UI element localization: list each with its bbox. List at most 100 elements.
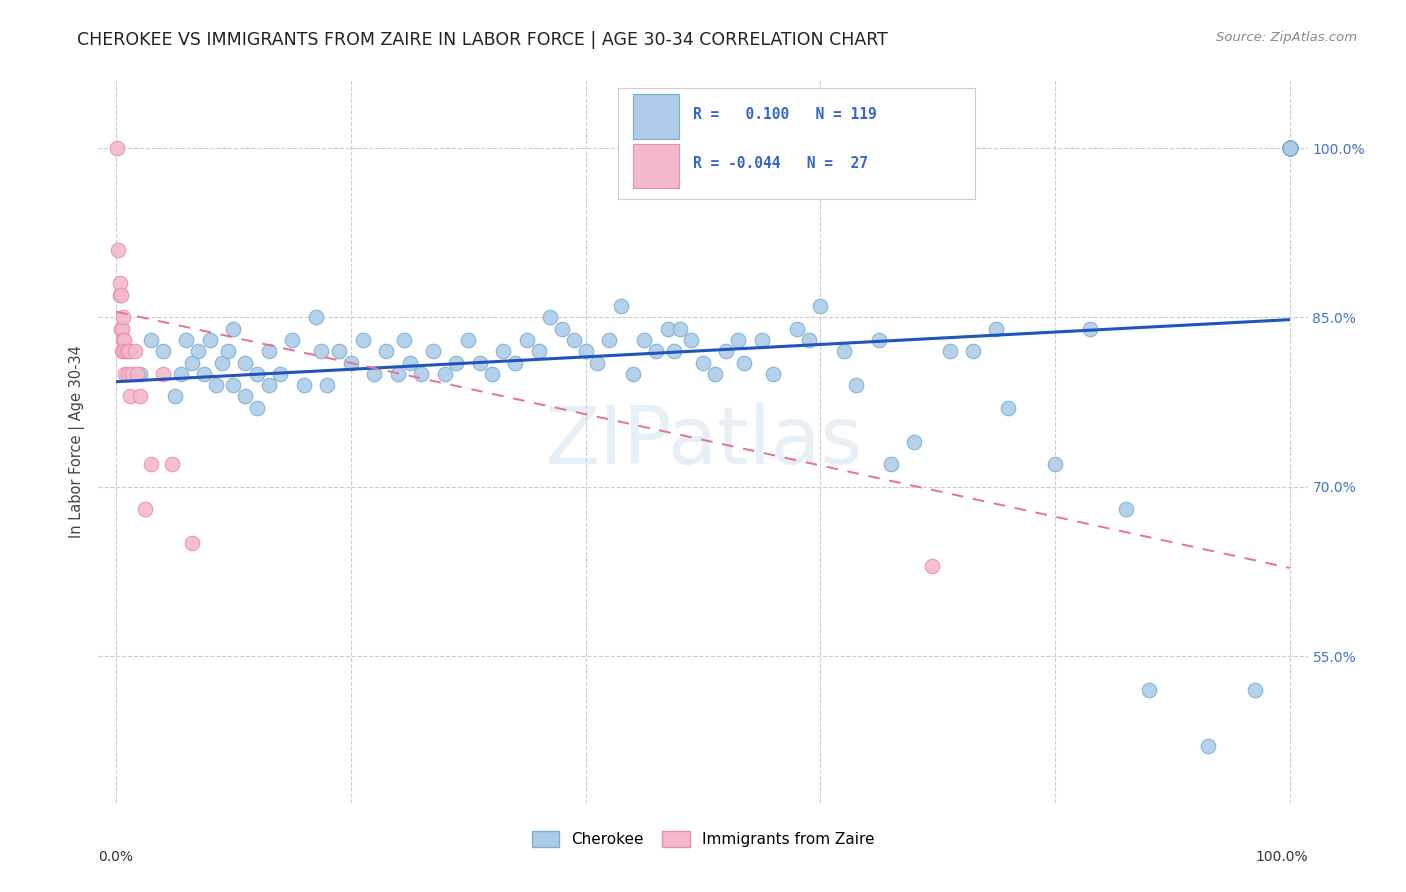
Point (903, 434, 925, 449)
Point (152, 367, 174, 381)
Point (1278, 141, 1301, 155)
Point (457, 333, 479, 347)
Point (1278, 141, 1301, 155)
Point (411, 367, 433, 381)
Point (1043, 457, 1066, 471)
Point (1278, 141, 1301, 155)
Point (187, 344, 209, 359)
Y-axis label: In Labor Force | Age 30-34: In Labor Force | Age 30-34 (69, 345, 86, 538)
Point (751, 333, 773, 347)
Point (1278, 141, 1301, 155)
Point (108, 277, 131, 291)
Point (645, 344, 668, 359)
Point (120, 389, 142, 403)
Point (527, 344, 550, 359)
Point (433, 367, 456, 381)
Point (1278, 141, 1301, 155)
Text: R =   0.100   N = 119: R = 0.100 N = 119 (693, 107, 877, 122)
Text: R = -0.044   N =  27: R = -0.044 N = 27 (693, 156, 869, 171)
Point (124, 344, 146, 359)
Point (692, 355, 714, 369)
Point (997, 401, 1019, 415)
Point (880, 457, 903, 471)
Point (1278, 141, 1301, 155)
Point (938, 344, 960, 359)
Point (668, 321, 690, 335)
Point (1278, 141, 1301, 155)
Point (786, 321, 808, 335)
Point (1278, 141, 1301, 155)
Text: 100.0%: 100.0% (1256, 850, 1308, 863)
Point (112, 333, 135, 347)
Point (127, 367, 149, 381)
Point (204, 378, 226, 392)
Point (141, 333, 163, 347)
Point (1278, 141, 1301, 155)
Point (1278, 141, 1301, 155)
Point (1278, 141, 1301, 155)
Point (162, 457, 184, 471)
Point (1278, 141, 1301, 155)
Point (198, 333, 221, 347)
Point (118, 344, 141, 359)
Point (610, 299, 633, 313)
Point (311, 344, 333, 359)
Point (392, 333, 415, 347)
Point (575, 344, 598, 359)
Point (398, 355, 420, 369)
Point (868, 333, 890, 347)
Point (1278, 141, 1301, 155)
Bar (633, 95, 679, 139)
Point (598, 333, 620, 347)
Point (233, 355, 256, 369)
Point (169, 367, 191, 381)
Point (921, 558, 943, 573)
Point (181, 536, 204, 550)
Point (621, 367, 644, 381)
Point (128, 367, 150, 381)
Point (387, 367, 409, 381)
Point (1115, 502, 1137, 516)
Point (986, 321, 1008, 335)
Point (503, 355, 526, 369)
Point (217, 344, 239, 359)
Point (117, 367, 139, 381)
Point (762, 367, 785, 381)
Point (562, 333, 585, 347)
Point (492, 344, 515, 359)
Point (1278, 141, 1301, 155)
Point (316, 378, 339, 392)
Point (1278, 141, 1301, 155)
Point (1278, 141, 1301, 155)
FancyBboxPatch shape (619, 87, 976, 200)
Point (114, 367, 136, 381)
Point (375, 344, 398, 359)
Point (112, 333, 135, 347)
Point (1278, 141, 1301, 155)
Point (193, 367, 215, 381)
Bar (633, 144, 679, 188)
Point (115, 344, 138, 359)
Point (1080, 321, 1102, 335)
Point (1278, 141, 1301, 155)
Point (222, 378, 245, 392)
Point (586, 355, 609, 369)
Point (363, 367, 385, 381)
Point (281, 333, 304, 347)
Point (481, 367, 503, 381)
Text: ZIPatlas: ZIPatlas (544, 402, 862, 481)
Point (246, 367, 269, 381)
Point (269, 367, 291, 381)
Point (1278, 141, 1301, 155)
Point (797, 333, 820, 347)
Point (808, 299, 831, 313)
Point (233, 389, 256, 403)
Point (681, 333, 703, 347)
Point (1243, 682, 1265, 697)
Point (733, 355, 755, 369)
Point (128, 389, 150, 403)
Point (152, 344, 174, 359)
Legend: Cherokee, Immigrants from Zaire: Cherokee, Immigrants from Zaire (526, 825, 880, 853)
Point (1278, 141, 1301, 155)
Point (1278, 141, 1301, 155)
